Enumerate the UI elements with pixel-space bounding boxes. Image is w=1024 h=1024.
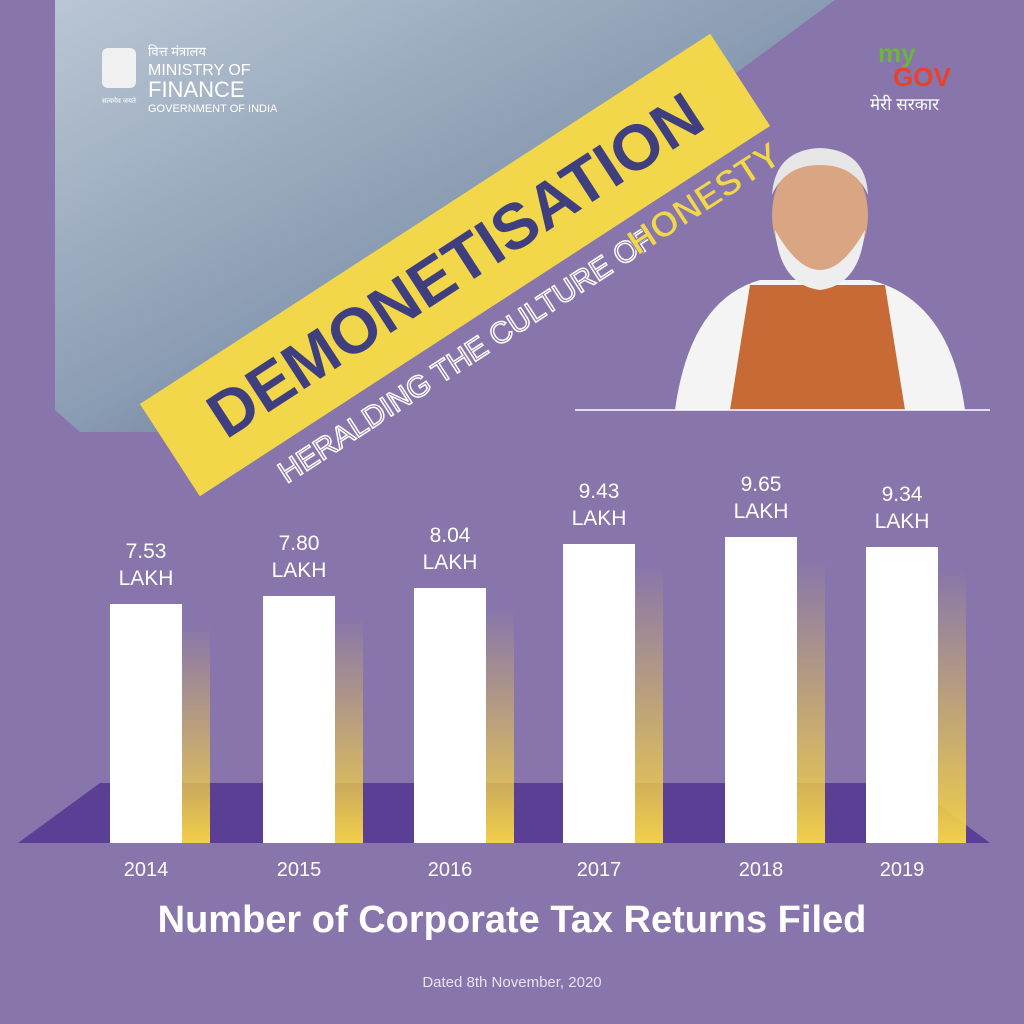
x-tick-label: 2015 xyxy=(276,859,322,881)
bar-shadow xyxy=(797,557,825,843)
bar-shadow xyxy=(335,615,363,843)
x-tick-label: 2014 xyxy=(123,859,169,881)
bar-shadow xyxy=(182,624,210,843)
ministry-line2: FINANCE xyxy=(148,77,245,102)
chart-title: Number of Corporate Tax Returns Filed xyxy=(158,899,867,941)
x-tick-label: 2018 xyxy=(738,859,784,881)
x-tick-label: 2016 xyxy=(427,859,473,881)
emblem-motto: सत्यमेव जयते xyxy=(102,96,137,105)
mygov-hindi: मेरी सरकार xyxy=(870,94,940,114)
bar-shadow xyxy=(938,566,966,843)
emblem: सत्यमेव जयते xyxy=(102,48,137,105)
value-label: 7.80 LAKH xyxy=(271,531,327,582)
bar-shadow xyxy=(635,564,663,843)
x-tick-label: 2019 xyxy=(879,859,925,881)
mygov-gov: GOV xyxy=(893,62,951,92)
bar xyxy=(263,595,335,843)
value-label: 9.43 LAKH xyxy=(571,480,627,531)
bar xyxy=(110,604,182,843)
value-label: 9.65 LAKH xyxy=(733,473,789,524)
mygov-my: my xyxy=(878,38,916,68)
bar-shadow xyxy=(486,608,514,843)
bar xyxy=(563,544,635,843)
portrait xyxy=(675,148,965,410)
bar xyxy=(414,588,486,843)
x-tick-label: 2017 xyxy=(576,859,622,881)
ministry-hindi: वित्त मंत्रालय xyxy=(148,44,206,59)
ministry-line3: GOVERNMENT OF INDIA xyxy=(148,103,278,115)
value-label: 7.53 LAKH xyxy=(118,540,174,591)
bar xyxy=(725,537,797,843)
date: Dated 8th November, 2020 xyxy=(422,974,601,991)
value-label: 9.34 LAKH xyxy=(874,482,930,533)
ministry-line1: MINISTRY OF xyxy=(148,62,251,79)
banner-band xyxy=(139,33,771,497)
bar xyxy=(866,546,938,843)
value-label: 8.04 LAKH xyxy=(422,524,478,575)
